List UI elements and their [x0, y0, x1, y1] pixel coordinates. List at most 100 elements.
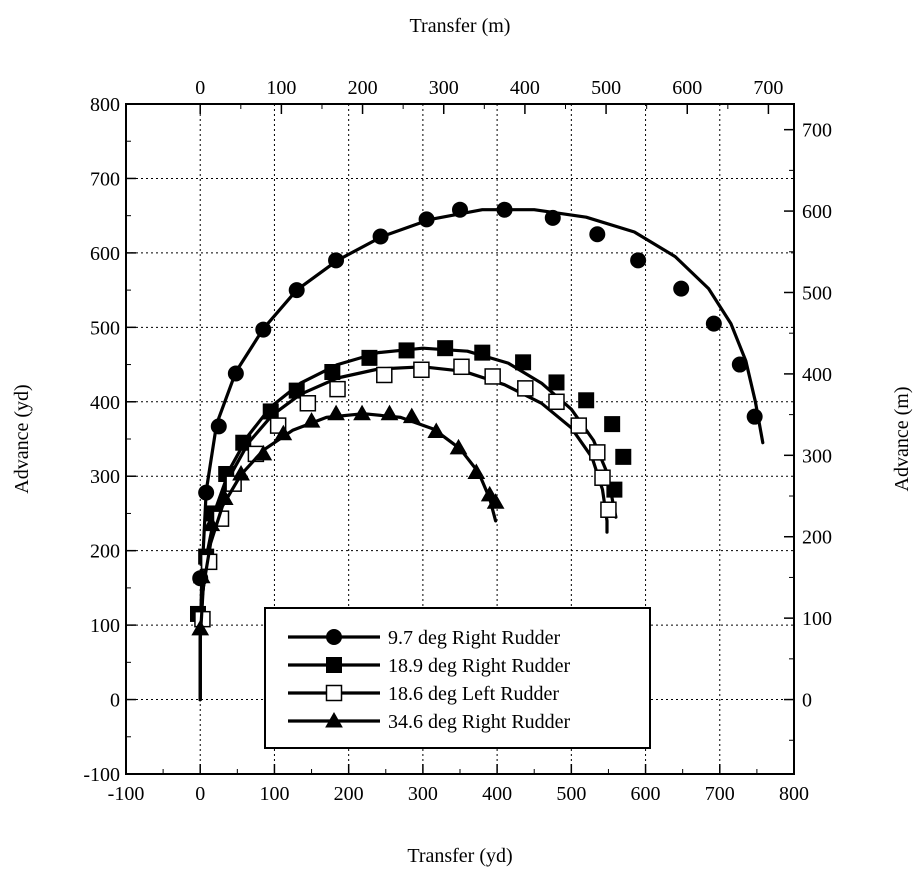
- data-point: [299, 395, 317, 412]
- x-tick-label: 500: [556, 783, 586, 805]
- x-tick-label: 200: [334, 783, 364, 805]
- y-axis-title: Advance (yd): [11, 384, 33, 493]
- series-2: [189, 340, 632, 702]
- legend-label: 9.7 deg Right Rudder: [388, 627, 561, 649]
- x2-axis-title: Transfer (m): [410, 15, 511, 37]
- x2-tick-label: 0: [195, 77, 205, 99]
- x2-tick-label: 600: [672, 77, 702, 99]
- x-axis-title: Transfer (yd): [407, 845, 512, 867]
- data-point: [255, 321, 272, 338]
- data-point: [418, 211, 435, 228]
- y-tick-label: 0: [110, 690, 120, 712]
- data-point: [192, 567, 211, 584]
- data-point: [227, 365, 244, 382]
- y2-tick-label: 300: [802, 445, 832, 467]
- data-point: [594, 469, 611, 486]
- y-tick-label: -100: [83, 764, 120, 786]
- legend-entry: 18.6 deg Left Rudder: [288, 683, 559, 705]
- data-point: [604, 416, 621, 433]
- series-layer: [189, 201, 765, 702]
- data-point: [402, 407, 421, 424]
- data-point: [544, 209, 561, 226]
- x-tick-label: 600: [631, 783, 661, 805]
- x-tick-label: 300: [408, 783, 438, 805]
- legend-swatch-marker: [326, 657, 342, 673]
- x2-tick-label: 200: [348, 77, 378, 99]
- data-point: [353, 404, 371, 421]
- data-point: [215, 489, 234, 506]
- data-point: [453, 358, 470, 376]
- data-point: [615, 448, 632, 465]
- legend-swatch-marker: [326, 629, 342, 645]
- y-tick-label: 200: [90, 541, 120, 563]
- y2-axis-title: Advance (m): [891, 387, 913, 492]
- data-point: [398, 342, 415, 359]
- y2-tick-label: 600: [802, 201, 832, 223]
- data-point: [210, 418, 227, 435]
- data-point: [515, 354, 532, 371]
- data-point: [254, 444, 273, 461]
- data-point: [600, 501, 617, 518]
- x-tick-label: 100: [259, 783, 289, 805]
- y-tick-label: 400: [90, 392, 120, 414]
- x-tick-label: 0: [195, 783, 205, 805]
- data-point: [589, 444, 606, 461]
- data-point: [232, 464, 250, 481]
- y2-tick-label: 0: [802, 690, 812, 712]
- data-point: [705, 315, 722, 332]
- legend-entry: 18.9 deg Right Rudder: [288, 655, 571, 677]
- legend: 9.7 deg Right Rudder 18.9 deg Right Rudde…: [264, 607, 651, 749]
- y-tick-label: 600: [90, 243, 120, 265]
- legend-swatch-marker: [325, 711, 343, 728]
- data-point: [327, 404, 345, 421]
- data-point: [302, 412, 321, 428]
- y-tick-label: 500: [90, 317, 120, 339]
- data-point: [376, 366, 393, 384]
- data-point: [548, 393, 565, 411]
- data-point: [731, 356, 748, 373]
- data-point: [486, 493, 505, 509]
- legend-swatch-marker: [325, 684, 343, 702]
- data-point: [437, 340, 454, 357]
- x-tick-label: -100: [108, 783, 145, 805]
- ticks-layer: -100 0 100 200 300 400 500 600 700 800 -100 0 100 200…: [83, 77, 832, 805]
- legend-entry: 9.7 deg Right Rudder: [288, 627, 561, 649]
- data-point: [484, 368, 501, 385]
- data-point: [413, 361, 430, 379]
- data-point: [328, 252, 345, 269]
- x2-tick-label: 400: [510, 77, 540, 99]
- data-point: [288, 282, 305, 299]
- series-4: [191, 404, 505, 702]
- legend-label: 18.9 deg Right Rudder: [388, 655, 571, 677]
- y2-tick-label: 100: [802, 608, 832, 630]
- data-point: [380, 404, 399, 421]
- data-point: [570, 417, 588, 434]
- x-tick-label: 700: [705, 783, 735, 805]
- y-tick-label: 300: [90, 466, 120, 488]
- data-point: [202, 515, 221, 532]
- y-tick-label: 700: [90, 168, 120, 190]
- data-point: [517, 380, 534, 397]
- data-point: [467, 463, 486, 479]
- data-point: [578, 392, 595, 409]
- y2-tick-label: 500: [802, 282, 832, 304]
- legend-entry: 34.6 deg Right Rudder: [288, 711, 571, 733]
- y2-tick-label: 200: [802, 527, 832, 549]
- legend-label: 34.6 deg Right Rudder: [388, 711, 571, 733]
- data-point: [496, 201, 513, 218]
- x2-tick-label: 500: [591, 77, 621, 99]
- data-point: [474, 344, 491, 361]
- data-point: [274, 424, 293, 441]
- data-point: [361, 349, 378, 366]
- data-point: [427, 422, 446, 439]
- series-3: [194, 358, 617, 702]
- y-tick-label: 800: [90, 94, 120, 116]
- data-point: [449, 438, 468, 455]
- data-point: [589, 226, 606, 243]
- data-point: [198, 484, 215, 501]
- y-tick-label: 100: [90, 615, 120, 637]
- legend-items: 9.7 deg Right Rudder 18.9 deg Right Rudde…: [288, 627, 571, 733]
- x2-tick-label: 300: [429, 77, 459, 99]
- x2-tick-label: 700: [753, 77, 783, 99]
